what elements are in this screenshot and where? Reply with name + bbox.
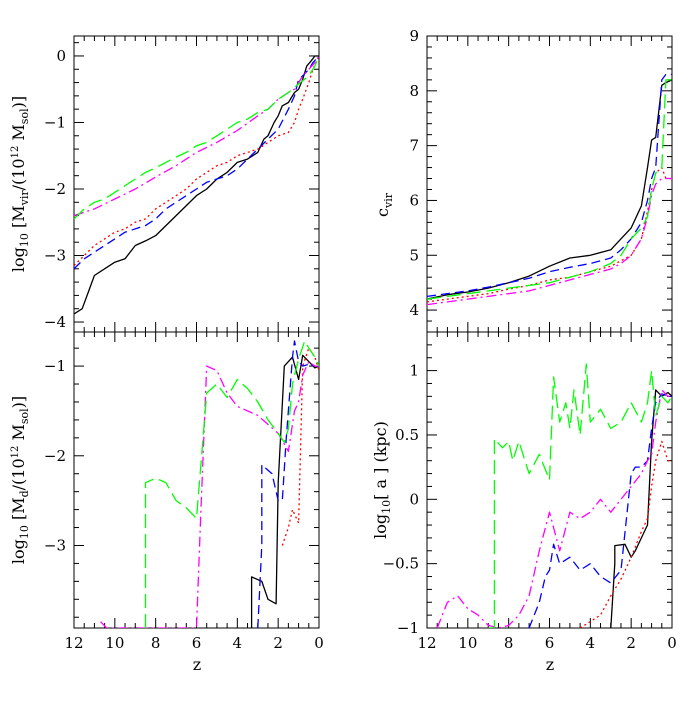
y-tick-label: 8 [409,82,419,100]
series-line-blue-top-right [427,73,672,298]
y-axis-label-top-left: log10 [Mvir/(1012 Msol)] [9,96,31,272]
panel-frame-top-left [73,35,320,333]
x-tick-label: 6 [545,634,555,652]
x-tick-label: 12 [64,634,83,652]
series-line-red-bottom-right [579,440,672,628]
x-tick-label: 8 [504,634,514,652]
series-line-blue-top-left [74,55,319,270]
y-tick-label: −0.5 [383,555,419,573]
y-tick-label: 6 [409,191,419,209]
series-group [427,73,672,306]
y-tick-label: 0 [409,490,419,508]
y-tick-label: −4 [44,313,66,331]
series-line-red-top-right [427,166,672,303]
series-line-black-top-right [427,79,672,300]
series-line-red-top-left [74,55,319,266]
x-axis-label-right: z [546,655,554,674]
series-line-blue-bottom-right [528,393,672,628]
y-tick-label: 9 [409,27,419,45]
y-tick-label: 5 [409,246,419,264]
x-tick-label: 8 [151,634,161,652]
y-tick-label: −3 [44,536,66,554]
y-tick-label: 0 [56,47,66,65]
x-tick-label: 10 [458,634,477,652]
y-tick-label: −1 [44,357,66,375]
x-tick-label: 4 [586,634,596,652]
y-tick-label: 4 [409,301,419,319]
panel-bottom-left: 12 10 8 6 4 2 0 −1 −2 −3 [44,332,324,652]
series-line-green-bottom-right [488,363,672,628]
series-line-black-bottom-left [250,354,319,628]
x-tick-label: 10 [105,634,124,652]
panel-frame-top-right [426,35,673,333]
series-line-green-top-right [427,79,672,300]
x-tick-label: 2 [273,634,283,652]
x-axis-label-left: z [193,655,201,674]
y-tick-label: −2 [44,180,66,198]
series-line-magenta-bottom-left [100,360,319,628]
y-tick-label: 1 [409,362,419,380]
panel-frame-bottom-left [73,331,320,629]
series-group [74,55,319,315]
x-tick-label: 0 [667,634,677,652]
x-tick-label: 0 [314,634,324,652]
series-line-red-bottom-left [281,347,319,546]
y-axis-label-bottom-right: log10[ a ] (kpc) [371,421,393,539]
y-tick-label: 7 [409,137,419,155]
series-group [436,363,672,628]
panel-bottom-right: 12 10 8 6 4 2 0 1 0.5 0 −0.5 −1 [383,331,677,652]
series-line-magenta-bottom-right [436,389,672,628]
series-line-magenta-top-right [427,177,672,306]
series-line-blue-bottom-left [257,340,319,628]
y-axis-label-top-right: cvir [373,192,395,217]
x-tick-label: 4 [233,634,243,652]
y-tick-label: 0.5 [395,426,419,444]
panel-top-left: 0 −1 −2 −3 −4 [44,36,320,332]
series-line-black-bottom-right [610,389,672,628]
series-line-black-top-left [74,55,319,315]
y-tick-label: −2 [44,447,66,465]
series-line-green-bottom-left [144,340,319,628]
series-line-magenta-top-left [74,55,319,217]
y-axis-label-bottom-left: log10 [Md/(1012 Msol)] [9,396,31,564]
y-tick-label: −1 [44,113,66,131]
y-tick-label: −3 [44,247,66,265]
x-tick-label: 6 [192,634,202,652]
series-line-green-top-left [74,55,319,220]
series-group [100,340,319,628]
panel-frame-bottom-right [426,331,673,629]
panel-top-right: 4 5 6 7 8 9 [409,27,673,333]
x-tick-label: 2 [626,634,636,652]
y-tick-label: −1 [397,619,419,637]
x-tick-label: 12 [417,634,436,652]
